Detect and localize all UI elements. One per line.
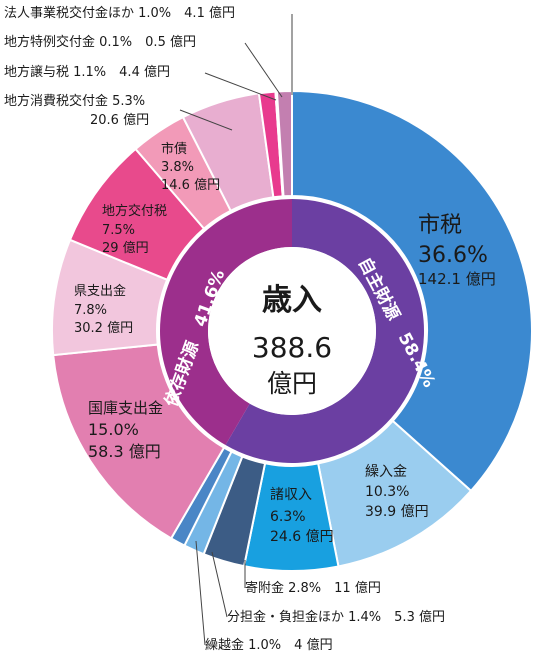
group-ring-segment-1 — [160, 199, 292, 446]
slice-2-label-1: 6.3% — [270, 509, 306, 525]
leader-12 — [244, 42, 283, 98]
slice-0 — [291, 89, 533, 493]
group-ring — [160, 199, 424, 464]
slice-9-label-0: 市債 — [161, 141, 187, 157]
slice-1-label-1: 10.3% — [365, 484, 409, 500]
slice-1-label-0: 繰入金 — [365, 464, 407, 480]
donut-slices — [51, 89, 533, 572]
slice-12-label: 地方特例交付金 0.1% 0.5 億円 — [4, 34, 196, 50]
slice-11-label: 地方譲与税 1.1% 4.4 億円 — [4, 64, 170, 80]
slice-8-label-2: 29 億円 — [102, 240, 149, 256]
slice-2-label-2: 24.6 億円 — [270, 529, 334, 545]
slice-7-label-0: 県支出金 — [74, 283, 126, 299]
slice-6-label-0: 国庫支出金 — [88, 399, 163, 417]
slice-10-label-1: 20.6 億円 — [90, 112, 149, 128]
slice-0-label-0: 市税 — [418, 213, 462, 238]
total-value: 388.6 — [252, 331, 332, 364]
slice-0-label-2: 142.1 億円 — [418, 270, 496, 288]
leader-10 — [179, 109, 233, 131]
slice-8-label-0: 地方交付税 — [102, 203, 167, 219]
slice-2-label-0: 諸収入 — [270, 487, 312, 503]
slice-7-label-2: 30.2 億円 — [74, 320, 133, 336]
slice-6-label-2: 58.3 億円 — [88, 442, 161, 461]
slice-13 — [275, 89, 293, 198]
leader-lines — [179, 14, 293, 646]
slice-1-label-2: 39.9 億円 — [365, 504, 429, 520]
slice-10-label-0: 地方消費税交付金 5.3% — [4, 93, 145, 109]
slice-7-label-1: 7.8% — [74, 303, 107, 318]
slice-13-label: 法人事業税交付金ほか 1.0% 4.1 億円 — [4, 5, 235, 21]
group-ring-segment-0 — [225, 199, 424, 464]
slice-4-label: 分担金・負担金ほか 1.4% 5.3 億円 — [227, 609, 445, 625]
total-unit: 億円 — [267, 369, 317, 398]
slice-9-label-1: 3.8% — [161, 160, 194, 175]
slice-6-label-1: 15.0% — [88, 420, 139, 439]
slice-8-label-1: 7.5% — [102, 223, 135, 238]
center-hole — [208, 247, 376, 415]
slice-5-label: 繰越金 1.0% 4 億円 — [205, 637, 333, 653]
leader-4 — [211, 551, 228, 618]
leader-5 — [195, 540, 206, 646]
leader-11 — [204, 72, 277, 101]
slice-9-label-2: 14.6 億円 — [161, 177, 220, 193]
slice-3-label: 寄附金 2.8% 11 億円 — [245, 580, 381, 596]
chart-title: 歳入 — [262, 283, 322, 318]
slice-0-label-1: 36.6% — [418, 243, 488, 268]
